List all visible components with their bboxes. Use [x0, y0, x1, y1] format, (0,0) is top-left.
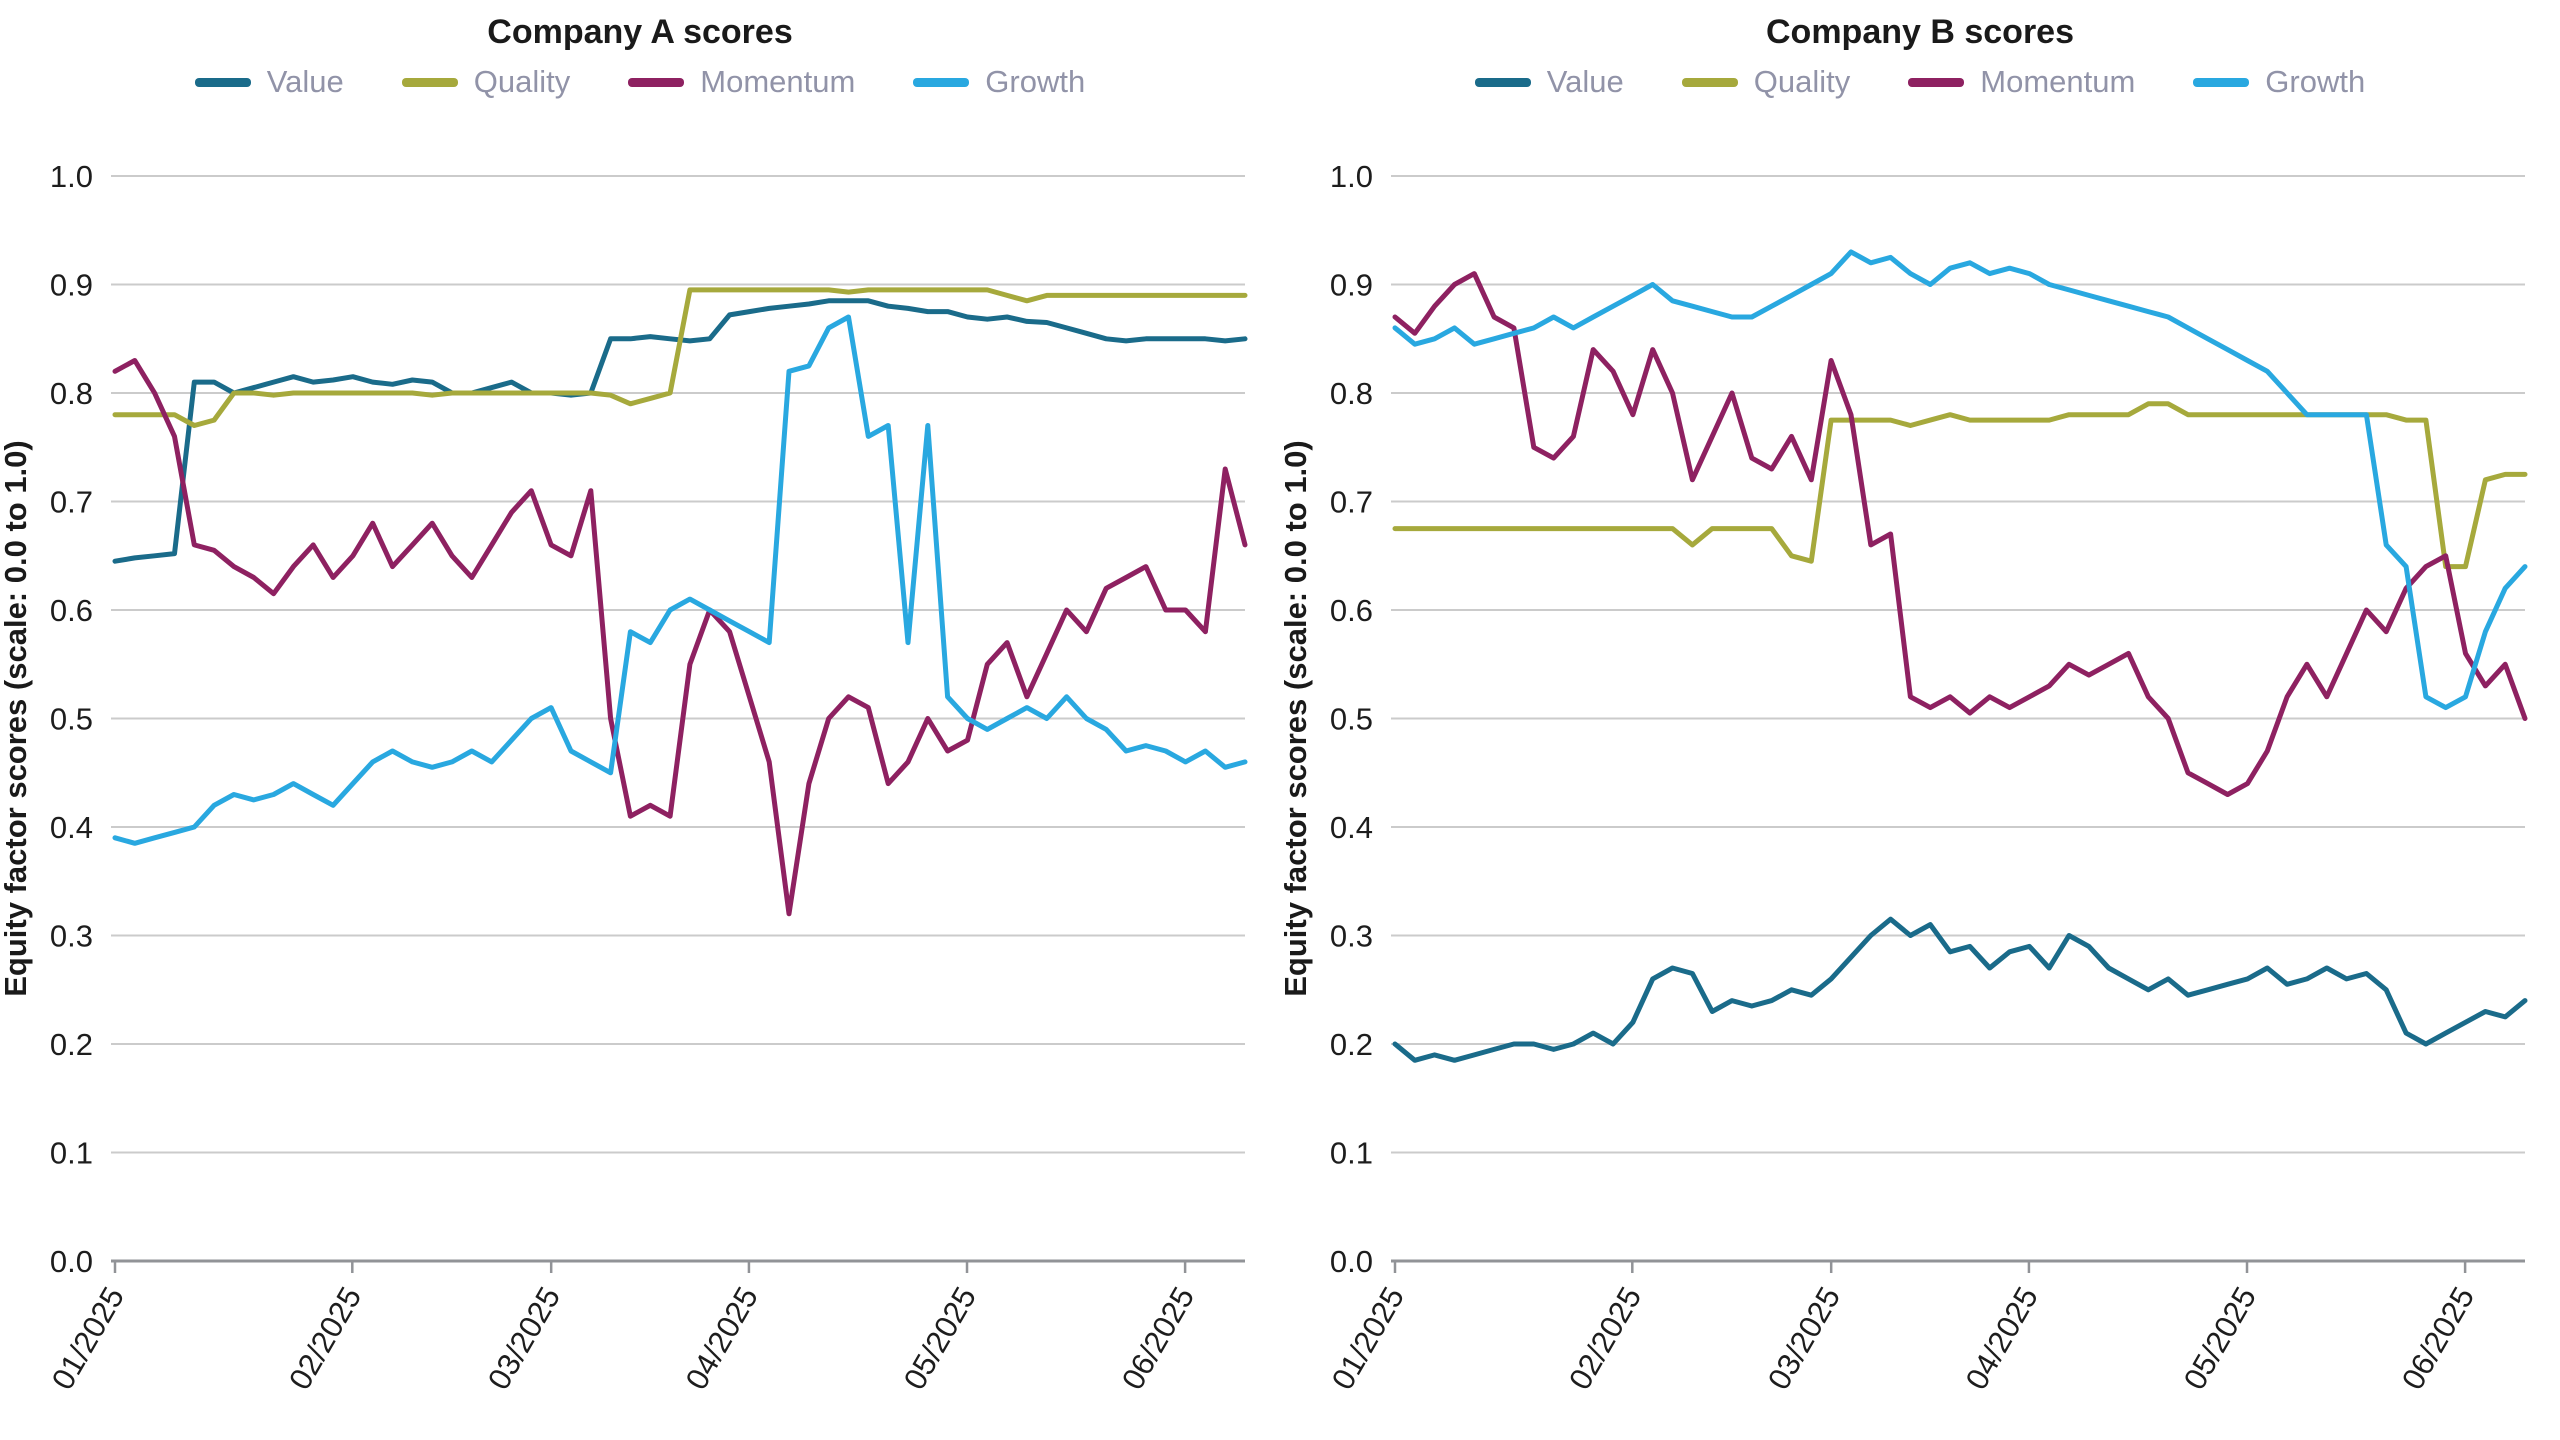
legend-label-value: Value [1546, 64, 1624, 99]
legend-label-momentum: Momentum [700, 64, 856, 99]
series-line-quality [1392, 401, 2528, 570]
x-tick-label: 05/2025 [897, 1281, 983, 1396]
x-tick-label: 04/2025 [1959, 1281, 2045, 1396]
y-tick-label: 0.3 [50, 919, 93, 954]
x-tick-label: 06/2025 [2395, 1281, 2481, 1396]
x-tick-label: 02/2025 [1562, 1281, 1648, 1396]
x-tick-label: 05/2025 [2177, 1281, 2263, 1396]
value-series-swatch [194, 77, 251, 87]
y-tick-label: 0.5 [1330, 702, 1373, 737]
x-tick-label: 04/2025 [679, 1281, 765, 1396]
y-axis-title: Equity factor scores (scale: 0.0 to 1.0) [0, 440, 33, 997]
chart-panel-company-a: Company A scores Value Quality Momentum … [0, 13, 1280, 1396]
legend-item-value: Value [1474, 64, 1624, 100]
y-tick-label: 0.6 [50, 593, 93, 628]
line-chart-company-a: 0.0 0.1 0.2 0.3 0.4 0.5 0.6 0.7 0.8 0.9 1.0 01/2025… [0, 159, 1248, 1396]
legend-item-value: Value [194, 64, 344, 100]
y-tick-label: 0.3 [1330, 919, 1373, 954]
series-line-value [1392, 916, 2528, 1063]
x-tick-label: 03/2025 [481, 1281, 567, 1396]
quality-series-swatch [401, 77, 458, 87]
legend-label-growth: Growth [2265, 64, 2366, 99]
x-tick-label: 02/2025 [282, 1281, 368, 1396]
legend-item-quality: Quality [401, 64, 571, 100]
legend-label-quality: Quality [1753, 64, 1851, 99]
y-tick-label: 0.6 [1330, 593, 1373, 628]
legend-company-b: Value Quality Momentum Growth [1280, 58, 2560, 106]
x-tick-label: 01/2025 [45, 1281, 131, 1396]
legend-label-quality: Quality [473, 64, 571, 99]
y-tick-label: 0.5 [50, 702, 93, 737]
y-tick-label: 0.7 [50, 485, 93, 520]
y-tick-label: 0.0 [50, 1244, 93, 1279]
y-tick-label: 0.0 [1330, 1244, 1373, 1279]
momentum-series-swatch [1908, 77, 1965, 87]
y-tick-label: 0.8 [50, 376, 93, 411]
y-tick-label: 0.7 [1330, 485, 1373, 520]
legend-item-growth: Growth [2193, 64, 2365, 100]
y-tick-label: 0.2 [50, 1027, 93, 1062]
x-tick-label: 06/2025 [1115, 1281, 1201, 1396]
chart-title-company-b: Company B scores [1766, 13, 2074, 51]
legend-label-momentum: Momentum [1980, 64, 2136, 99]
quality-series-swatch [1681, 77, 1738, 87]
chart-title-company-a: Company A scores [487, 13, 793, 51]
y-tick-label: 0.1 [1330, 1136, 1373, 1171]
growth-series-swatch [2193, 77, 2250, 87]
legend-item-momentum: Momentum [1908, 64, 2135, 100]
legend-label-value: Value [266, 64, 344, 99]
y-tick-label: 1.0 [50, 159, 93, 194]
x-tick-label: 03/2025 [1761, 1281, 1847, 1396]
series-line-momentum [112, 358, 1248, 917]
chart-panel-company-b: Company B scores Value Quality Momentum … [1280, 0, 2560, 1440]
y-tick-label: 0.8 [1330, 376, 1373, 411]
growth-series-swatch [913, 77, 970, 87]
legend-company-a: Value Quality Momentum Growth [0, 58, 1280, 106]
legend-label-growth: Growth [985, 64, 1086, 99]
series-line-growth [112, 314, 1248, 846]
value-series-swatch [1474, 77, 1531, 87]
y-tick-label: 0.2 [1330, 1027, 1373, 1062]
series-line-growth [1392, 249, 2528, 711]
legend-item-quality: Quality [1681, 64, 1851, 100]
y-tick-label: 0.4 [50, 810, 93, 845]
series-line-quality [112, 287, 1248, 428]
y-tick-label: 0.9 [50, 268, 93, 303]
series-line-momentum [1392, 271, 2528, 797]
y-tick-label: 0.9 [1330, 268, 1373, 303]
y-tick-label: 0.4 [1330, 810, 1373, 845]
legend-item-growth: Growth [913, 64, 1085, 100]
momentum-series-swatch [628, 77, 685, 87]
y-axis-title: Equity factor scores (scale: 0.0 to 1.0) [1280, 440, 1313, 997]
line-chart-company-b: 0.0 0.1 0.2 0.3 0.4 0.5 0.6 0.7 0.8 0.9 1.0 01/2025… [1280, 159, 2528, 1396]
y-tick-label: 1.0 [1330, 159, 1373, 194]
legend-item-momentum: Momentum [628, 64, 855, 100]
y-tick-label: 0.1 [50, 1136, 93, 1171]
x-tick-label: 01/2025 [1325, 1281, 1411, 1396]
